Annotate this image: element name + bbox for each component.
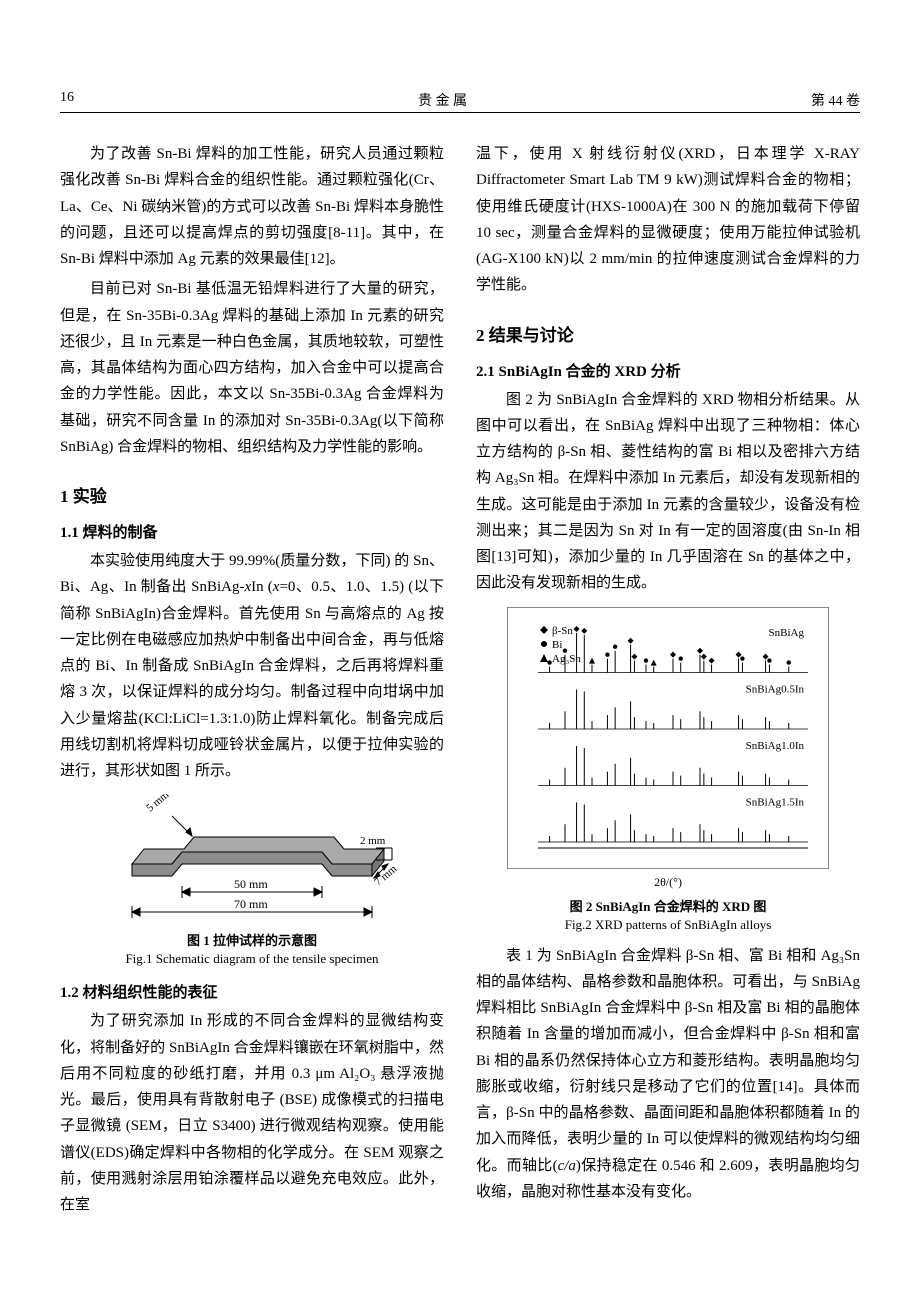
journal-title: 贵 金 属: [418, 90, 467, 110]
p7a: 表 1 为 SnBiAgIn 合金焊料 β-Sn 相、富 Bi 相和 Ag₃Sn…: [476, 948, 860, 1174]
fig2-caption-en: Fig.2 XRD patterns of SnBiAgIn alloys: [476, 917, 860, 933]
fig2-caption-cn: 图 2 SnBiAgIn 合金焊料的 XRD 图: [476, 896, 860, 915]
ratio: c/a: [558, 1158, 576, 1174]
subsection-1-1-heading: 1.1 焊料的制备: [60, 521, 444, 542]
p3b: In (: [251, 579, 273, 595]
svg-text:β-Sn: β-Sn: [552, 625, 573, 637]
fig1-caption-en: Fig.1 Schematic diagram of the tensile s…: [60, 951, 444, 967]
svg-text:SnBiAg: SnBiAg: [769, 627, 805, 639]
left-column: 为了改善 Sn-Bi 焊料的加工性能，研究人员通过颗粒强化改善 Sn-Bi 焊料…: [60, 141, 444, 1222]
para-intro-2: 目前已对 Sn-Bi 基低温无铅焊料进行了大量的研究，但是，在 Sn-35Bi-…: [60, 276, 444, 460]
label-2mm: 2 mm: [360, 835, 386, 847]
svg-text:SnBiAg1.5In: SnBiAg1.5In: [746, 796, 805, 808]
section-1-heading: 1 实验: [60, 482, 444, 507]
subsection-2-1-heading: 2.1 SnBiAgIn 合金的 XRD 分析: [476, 360, 860, 381]
right-column: 温下，使用 X 射线衍射仪(XRD，日本理学 X-RAY Diffractome…: [476, 141, 860, 1222]
fig1-caption-cn: 图 1 拉伸试样的示意图: [60, 930, 444, 949]
page-number: 16: [60, 90, 74, 110]
svg-text:SnBiAg0.5In: SnBiAg0.5In: [746, 683, 805, 695]
figure-2: β-SnBiAg₃SnSnBiAgSnBiAg0.5InSnBiAg1.0InS…: [476, 607, 860, 933]
label-5mm: 5 mm: [144, 794, 171, 814]
para-table1: 表 1 为 SnBiAgIn 合金焊料 β-Sn 相、富 Bi 相和 Ag₃Sn…: [476, 943, 860, 1206]
tensile-specimen-svg: 5 mm 2 mm 7 mm: [102, 794, 402, 924]
para-intro-1: 为了改善 Sn-Bi 焊料的加工性能，研究人员通过颗粒强化改善 Sn-Bi 焊料…: [60, 141, 444, 272]
p3c: =0、0.5、1.0、1.5) (以下简称 SnBiAgIn)合金焊料。首先使用…: [60, 579, 444, 779]
page-header: 16 贵 金 属 第 44 卷: [60, 90, 860, 113]
para-characterization: 为了研究添加 In 形成的不同合金焊料的显微结构变化，将制备好的 SnBiAgI…: [60, 1008, 444, 1218]
label-70mm: 70 mm: [234, 897, 268, 911]
para-prep: 本实验使用纯度大于 99.99%(质量分数，下同) 的 Sn、Bi、Ag、In …: [60, 548, 444, 784]
svg-text:SnBiAg1.0In: SnBiAg1.0In: [746, 740, 805, 752]
para-xrd: 图 2 为 SnBiAgIn 合金焊料的 XRD 物相分析结果。从图中可以看出，…: [476, 387, 860, 597]
subsection-1-2-heading: 1.2 材料组织性能的表征: [60, 981, 444, 1002]
xrd-chart-svg: β-SnBiAg₃SnSnBiAgSnBiAg0.5InSnBiAg1.0InS…: [507, 607, 829, 869]
figure-1: 5 mm 2 mm 7 mm: [60, 794, 444, 967]
section-2-heading: 2 结果与讨论: [476, 321, 860, 346]
label-50mm: 50 mm: [234, 877, 268, 891]
volume-label: 第 44 卷: [811, 90, 860, 110]
svg-text:Bi: Bi: [552, 639, 562, 651]
fig2-xlabel: 2θ/(°): [476, 875, 860, 890]
para-continued: 温下，使用 X 射线衍射仪(XRD，日本理学 X-RAY Diffractome…: [476, 141, 860, 299]
